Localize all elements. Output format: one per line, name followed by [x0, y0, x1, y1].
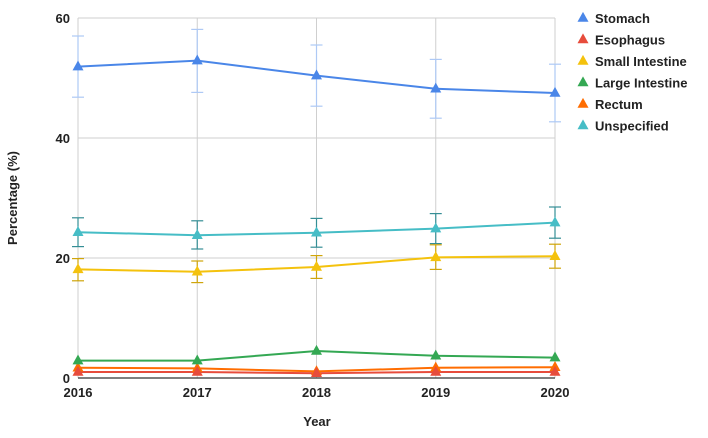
- stomach-point: [72, 60, 84, 71]
- x-tick-label: 2016: [64, 385, 93, 400]
- small-intestine-point: [191, 265, 203, 276]
- legend-label-small-intestine: Small Intestine: [595, 54, 687, 69]
- large-intestine-point: [191, 354, 203, 365]
- esophagus-point: [430, 365, 442, 376]
- legend-marker-esophagus: [577, 33, 589, 44]
- x-tick-label: 2018: [302, 385, 331, 400]
- small-intestine-point: [549, 250, 561, 260]
- y-tick-label: 0: [63, 371, 70, 386]
- legend-label-unspecified: Unspecified: [595, 119, 669, 134]
- tick-labels: 0 20 40 60 2016 2017 2018 2019 2020: [56, 11, 570, 400]
- small-intestine-point: [430, 251, 442, 262]
- legend: Stomach Esophagus Small Intestine Large Int…: [577, 11, 687, 134]
- legend-marker-unspecified: [577, 119, 589, 130]
- stomach-point: [430, 82, 442, 93]
- unspecified-point: [549, 216, 561, 227]
- small-intestine-point: [311, 260, 322, 271]
- unspecified-point: [430, 222, 442, 233]
- stomach-point: [549, 86, 561, 97]
- small-intestine-point: [72, 263, 84, 274]
- series-markers: [72, 54, 561, 377]
- y-tick-label: 40: [56, 131, 70, 146]
- stomach-point: [191, 54, 203, 65]
- large-intestine-point: [72, 354, 84, 365]
- large-intestine-point: [311, 344, 322, 355]
- legend-label-rectum: Rectum: [595, 97, 643, 112]
- legend-marker-rectum: [577, 97, 589, 108]
- unspecified-point: [311, 226, 322, 237]
- legend-label-esophagus: Esophagus: [595, 33, 665, 48]
- large-intestine-point: [549, 351, 561, 362]
- x-tick-label: 2017: [183, 385, 212, 400]
- esophagus-point: [549, 365, 561, 376]
- esophagus-point: [311, 367, 322, 377]
- legend-label-large-intestine: Large Intestine: [595, 76, 687, 91]
- esophagus-point: [72, 365, 84, 376]
- x-tick-label: 2020: [541, 385, 570, 400]
- y-tick-label: 20: [56, 251, 70, 266]
- unspecified-point: [72, 226, 84, 236]
- y-tick-label: 60: [56, 11, 70, 26]
- legend-marker-large-intestine: [577, 76, 589, 87]
- x-tick-label: 2019: [421, 385, 450, 400]
- x-axis-title: Year: [303, 414, 330, 429]
- legend-marker-small-intestine: [577, 54, 589, 65]
- large-intestine-point: [430, 349, 442, 360]
- esophagus-point: [191, 365, 203, 376]
- stomach-point: [311, 69, 322, 80]
- y-axis-title: Percentage (%): [5, 151, 20, 245]
- legend-label-stomach: Stomach: [595, 11, 650, 26]
- unspecified-point: [191, 229, 203, 239]
- legend-marker-stomach: [577, 11, 589, 22]
